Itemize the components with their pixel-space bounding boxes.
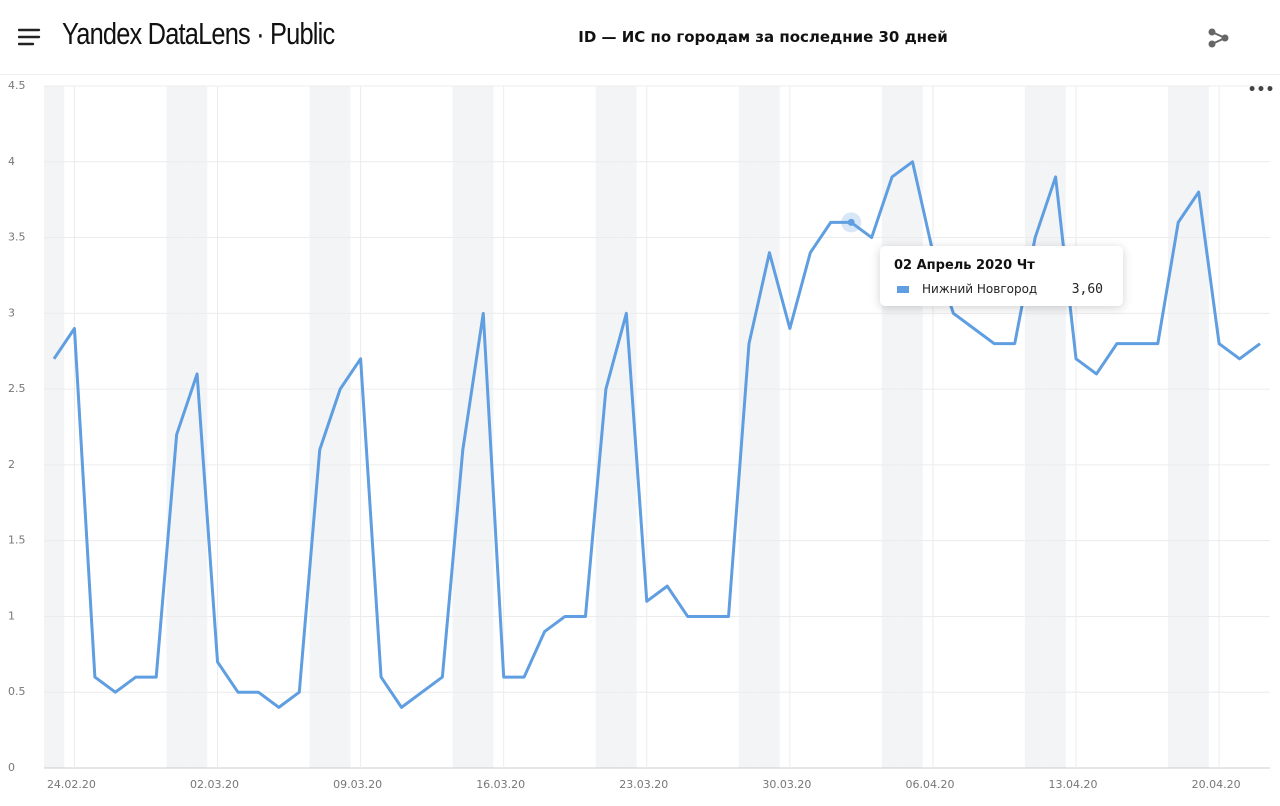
y-tick-label: 2 bbox=[8, 458, 15, 471]
weekend-band bbox=[309, 86, 330, 768]
logo[interactable]: Yandex DataLens · Public bbox=[62, 16, 335, 51]
y-tick-label: 2.5 bbox=[8, 382, 26, 395]
x-tick-label: 30.03.20 bbox=[762, 778, 811, 791]
dashboard-title: ID — ИС по городам за последние 30 дней bbox=[578, 28, 948, 46]
share-icon[interactable] bbox=[1208, 28, 1230, 48]
tooltip-title: 02 Апрель 2020 Чт bbox=[894, 258, 1035, 273]
hover-point bbox=[847, 218, 855, 226]
x-tick-label: 23.03.20 bbox=[619, 778, 668, 791]
weekend-band bbox=[44, 86, 65, 768]
x-tick-label: 16.03.20 bbox=[476, 778, 525, 791]
tooltip-swatch bbox=[897, 286, 909, 293]
weekend-band bbox=[473, 86, 494, 768]
y-tick-label: 4.5 bbox=[8, 79, 26, 92]
x-tick-label: 13.04.20 bbox=[1049, 778, 1098, 791]
weekend-band bbox=[166, 86, 187, 768]
weekend-band bbox=[1168, 86, 1189, 768]
y-tick-label: 4 bbox=[8, 155, 15, 168]
tooltip-value: 3,60 bbox=[1071, 282, 1103, 297]
weekend-band bbox=[759, 86, 780, 768]
x-tick-label: 20.04.20 bbox=[1192, 778, 1241, 791]
line bbox=[52, 160, 1261, 709]
weekend-band bbox=[595, 86, 617, 768]
y-tick-label: 1.5 bbox=[8, 534, 26, 547]
weekend-band bbox=[881, 86, 903, 768]
more-icon[interactable]: ••• bbox=[1248, 82, 1275, 98]
weekend-band bbox=[738, 86, 760, 768]
y-tick-label: 3.5 bbox=[8, 231, 26, 244]
header: Yandex DataLens · Public ID — ИС по горо… bbox=[0, 0, 1280, 75]
weekend-band bbox=[1024, 86, 1046, 768]
x-tick-label: 06.04.20 bbox=[905, 778, 954, 791]
weekend-band bbox=[186, 86, 208, 768]
weekend-band bbox=[452, 86, 474, 768]
y-tick-label: 0 bbox=[8, 761, 15, 774]
y-tick-label: 0.5 bbox=[8, 685, 26, 698]
weekend-band bbox=[329, 86, 351, 768]
tooltip: 02 Апрель 2020 Чт Нижний Новгород 3,60 bbox=[880, 246, 1123, 306]
x-tick-label: 09.03.20 bbox=[333, 778, 382, 791]
y-tick-label: 3 bbox=[8, 306, 15, 319]
weekend-band bbox=[1188, 86, 1209, 768]
tooltip-series: Нижний Новгород bbox=[922, 282, 1038, 296]
x-tick-label: 02.03.20 bbox=[190, 778, 239, 791]
x-tick-label: 24.02.20 bbox=[47, 778, 96, 791]
weekend-band bbox=[616, 86, 637, 768]
menu-icon[interactable] bbox=[18, 28, 42, 46]
y-tick-label: 1 bbox=[8, 609, 15, 622]
